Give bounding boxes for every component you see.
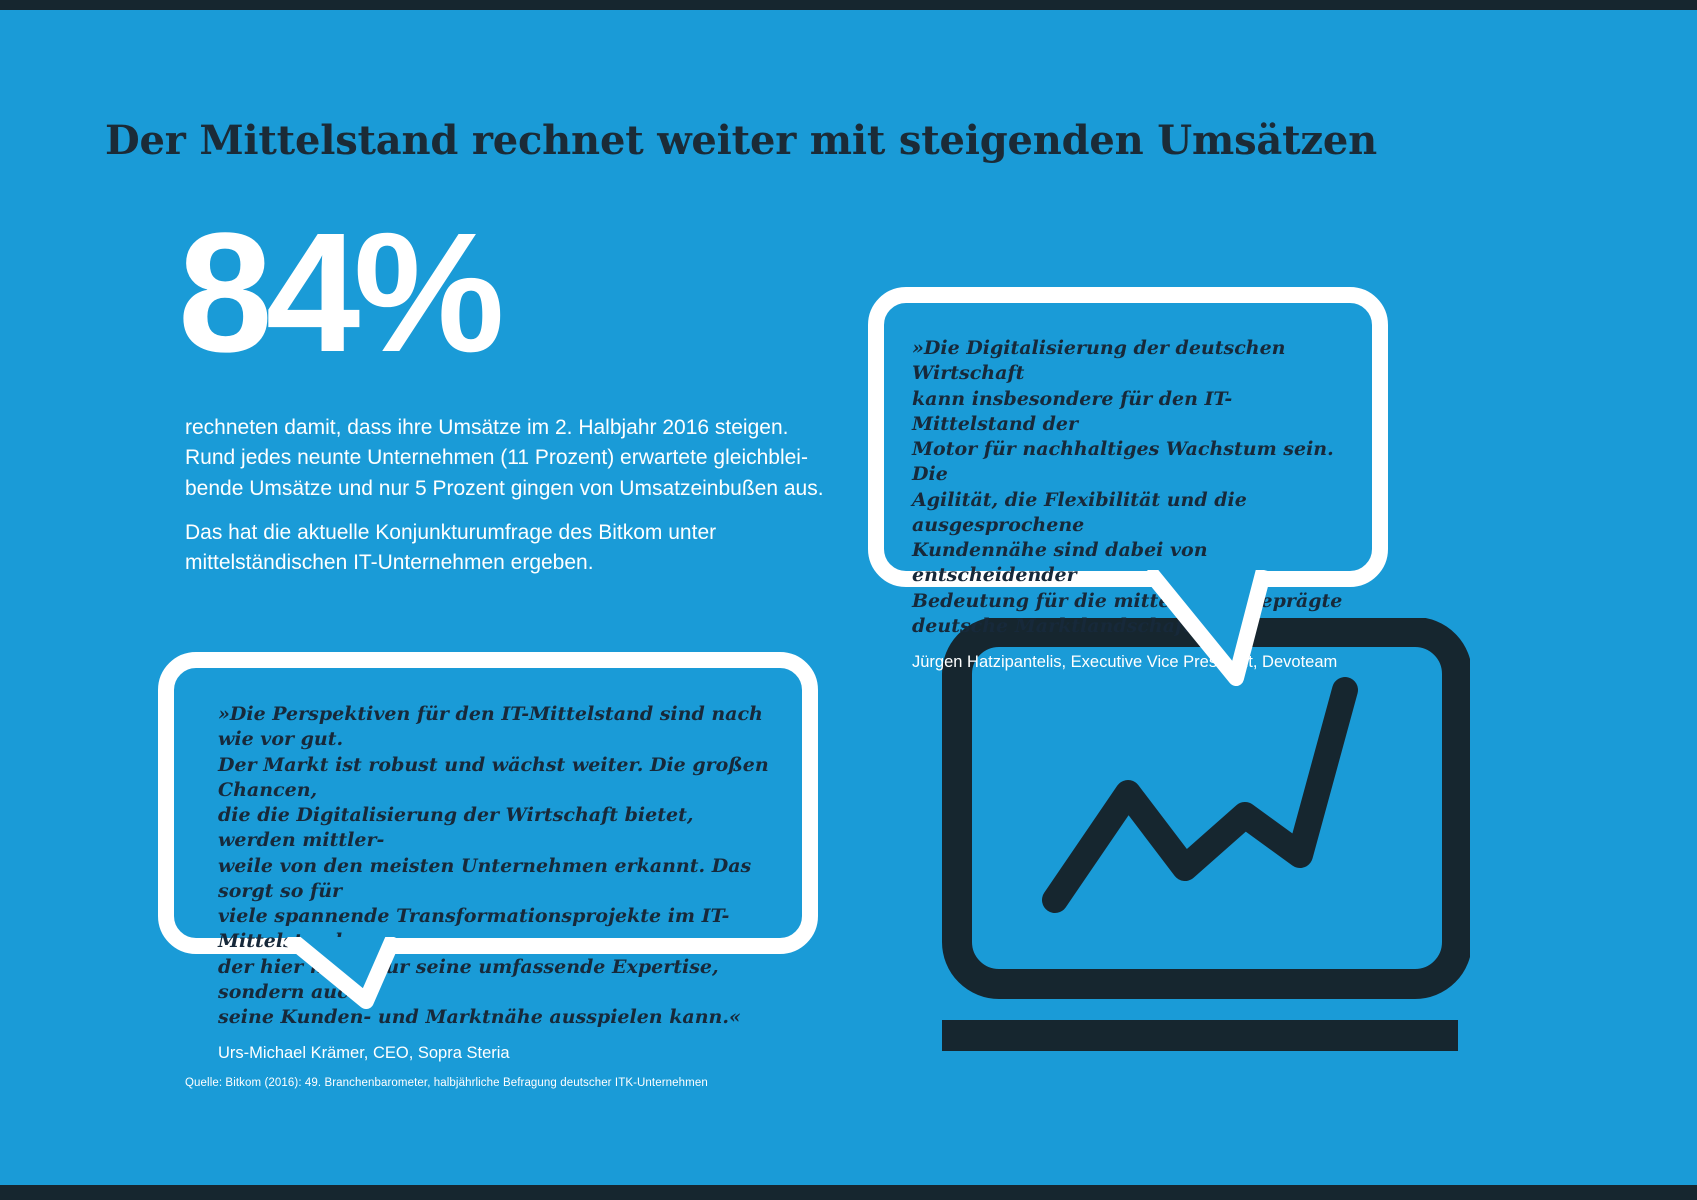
speech-bubble-tail-icon [282, 937, 402, 1009]
quote-attribution-sopra-steria: Urs-Michael Krämer, CEO, Sopra Steria [218, 1044, 510, 1063]
page-title: Der Mittelstand rechnet weiter mit steig… [105, 116, 1378, 164]
stat-84-percent: 84% [178, 198, 505, 388]
top-accent-bar [0, 0, 1697, 10]
speech-bubble-tail-icon [1141, 570, 1272, 686]
stat-source-note: Das hat die aktuelle Konjunkturumfrage d… [185, 521, 717, 575]
speech-bubble-devoteam: »Die Digitalisierung der deutschen Wirts… [868, 287, 1388, 671]
quote-text-devoteam: »Die Digitalisierung der deutschen Wirts… [912, 337, 1342, 637]
speech-bubble-sopra-steria: »Die Perspektiven für den IT-Mittelstand… [158, 652, 818, 1062]
source-citation: Quelle: Bitkom (2016): 49. Branchenbarom… [185, 1077, 708, 1089]
stat-description: rechneten damit, dass ihre Umsätze im 2.… [185, 416, 824, 500]
bottom-accent-bar [0, 1185, 1697, 1200]
laptop-base [942, 1020, 1458, 1051]
line-chart-icon [1042, 677, 1358, 913]
quote-attribution-devoteam: Jürgen Hatzipantelis, Executive Vice Pre… [912, 653, 1338, 672]
